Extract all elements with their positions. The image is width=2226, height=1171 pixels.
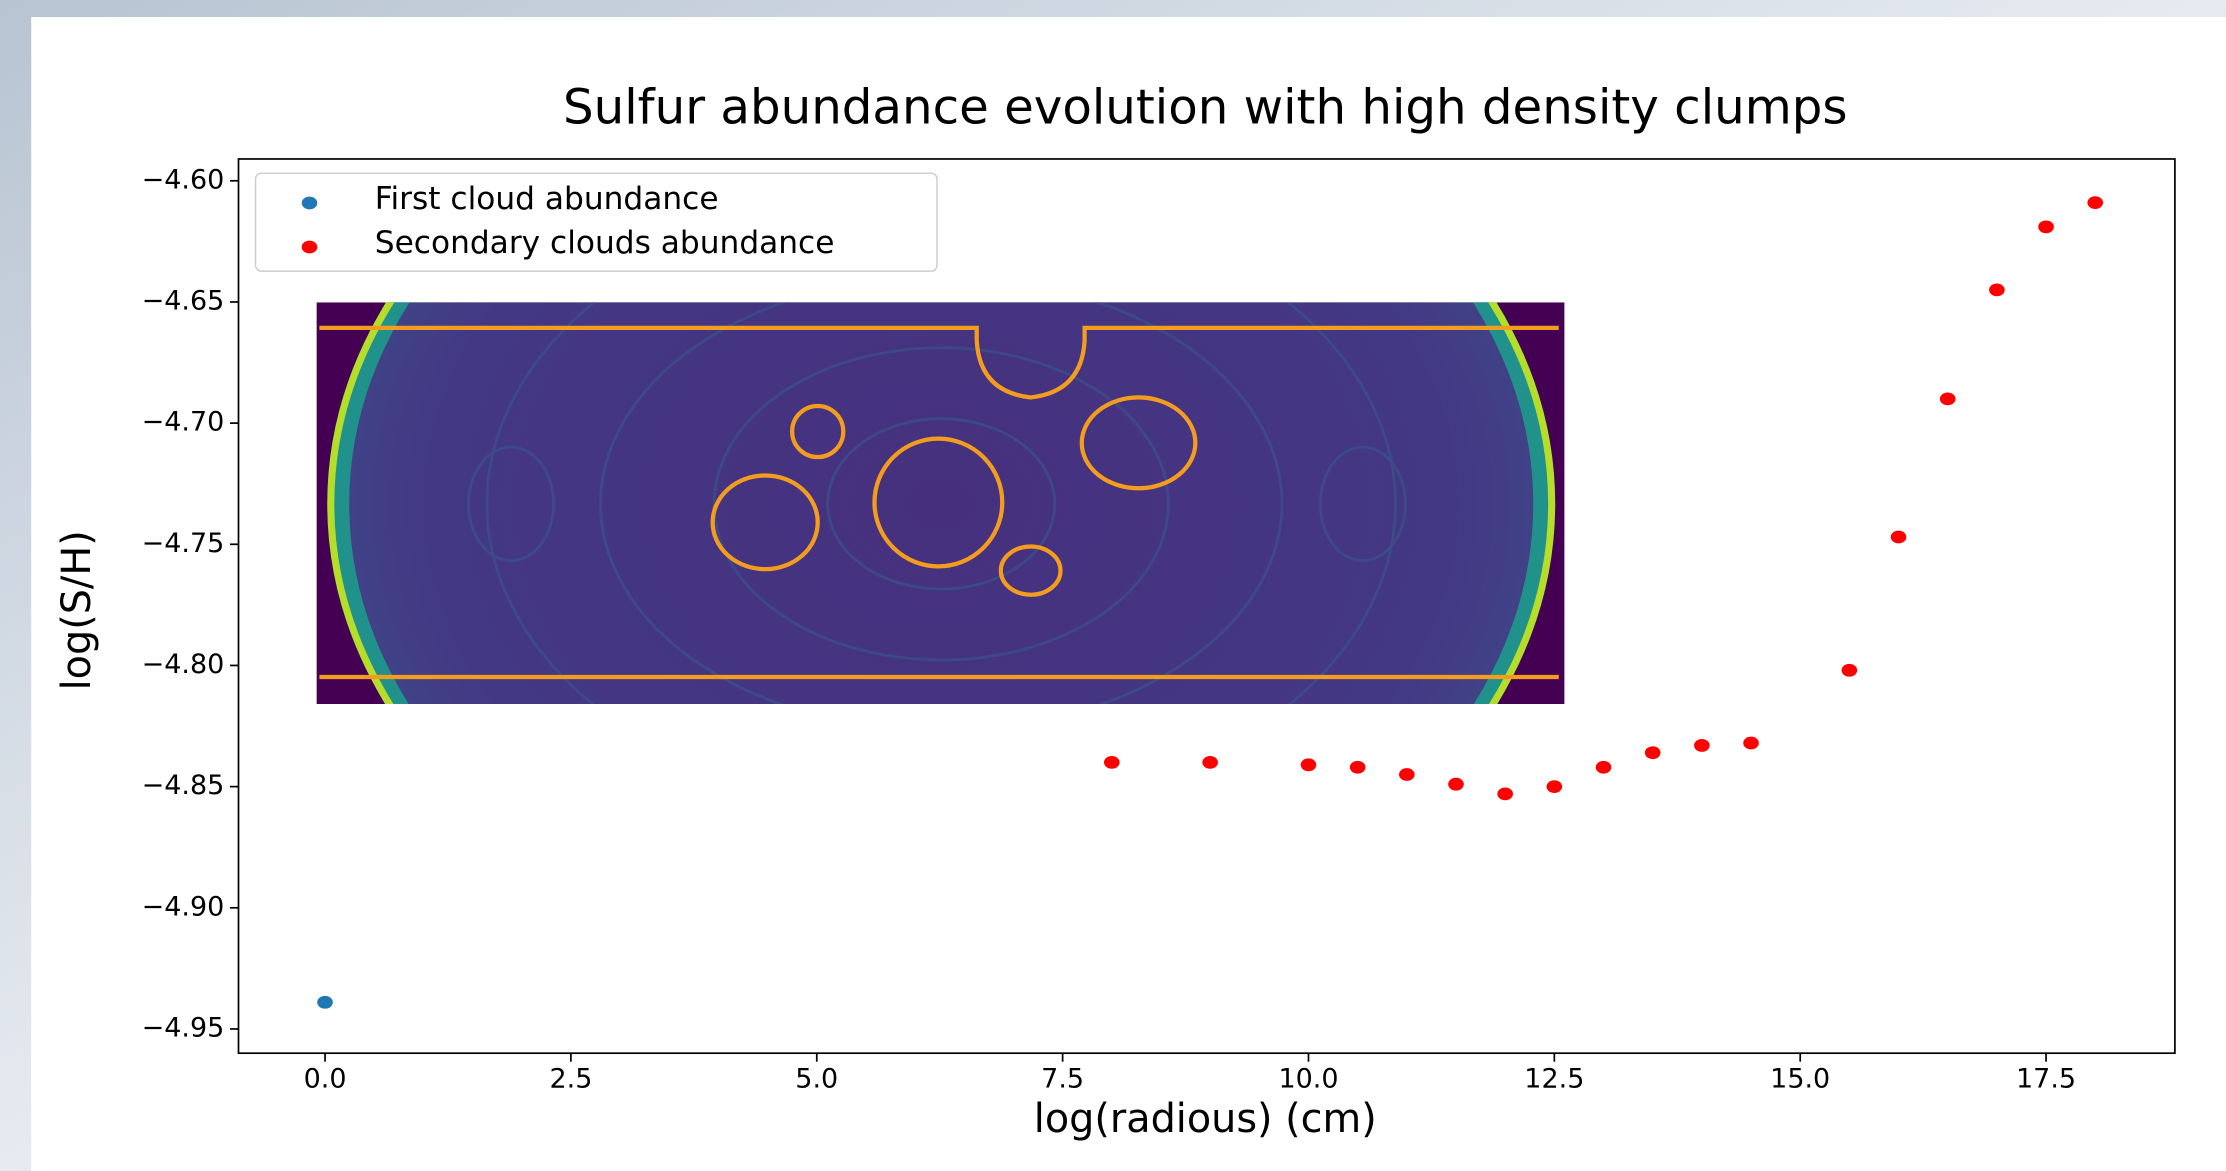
point [1743, 736, 1759, 750]
point [317, 995, 333, 1009]
point [2087, 196, 2104, 209]
plot-frame [237, 158, 2176, 1055]
point [1300, 758, 1317, 772]
point [1694, 739, 1710, 752]
x-tick-label: 7.5 [1041, 1064, 1084, 1095]
point [1399, 768, 1415, 781]
x-axis-label: log(radious) (cm) [1034, 1096, 1377, 1142]
point [1448, 777, 1464, 791]
point [1989, 283, 2005, 297]
x-tick-label: 5.0 [795, 1064, 838, 1095]
legend-marker [301, 240, 318, 254]
y-tick-label: −4.80 [142, 649, 225, 680]
y-tick-label: −4.85 [142, 770, 225, 801]
point [1644, 746, 1661, 760]
legend: First cloud abundance Secondary clouds ab… [254, 172, 938, 272]
y-tick-label: −4.60 [142, 164, 225, 195]
axes: −4.60 −4.65 −4.70 −4.75 −4.80 −4.85 −4.90 −4.95… [142, 164, 2076, 1094]
y-tick-label: −4.75 [142, 528, 225, 559]
point [1349, 760, 1366, 774]
point [2038, 220, 2054, 234]
legend-label: First cloud abundance [375, 181, 719, 217]
x-tick-label: 2.5 [549, 1064, 592, 1095]
x-tick-label: 0.0 [304, 1064, 347, 1095]
point [1595, 760, 1612, 774]
point [1841, 663, 1858, 677]
y-tick-label: −4.95 [142, 1012, 225, 1043]
legend-label: Secondary clouds abundance [375, 225, 835, 261]
chart-title: Sulfur abundance evolution with high den… [563, 80, 1847, 136]
x-tick-label: 17.5 [2016, 1064, 2076, 1095]
point [1202, 756, 1218, 769]
point [1939, 392, 1956, 406]
point [1497, 787, 1513, 801]
point [1890, 530, 1907, 544]
y-tick-label: −4.90 [142, 891, 225, 922]
point [1103, 756, 1120, 769]
y-axis-label: log(S/H) [54, 530, 100, 690]
y-tick-label: −4.70 [142, 407, 225, 438]
inset-image [316, 302, 1565, 705]
legend-box [254, 172, 938, 272]
point [1546, 780, 1563, 794]
legend-marker [301, 196, 318, 210]
y-tick-label: −4.65 [142, 285, 225, 316]
plot-marks [317, 196, 2104, 1009]
x-tick-label: 12.5 [1524, 1064, 1584, 1095]
x-tick-label: 10.0 [1278, 1064, 1338, 1095]
x-tick-label: 15.0 [1770, 1064, 1830, 1095]
